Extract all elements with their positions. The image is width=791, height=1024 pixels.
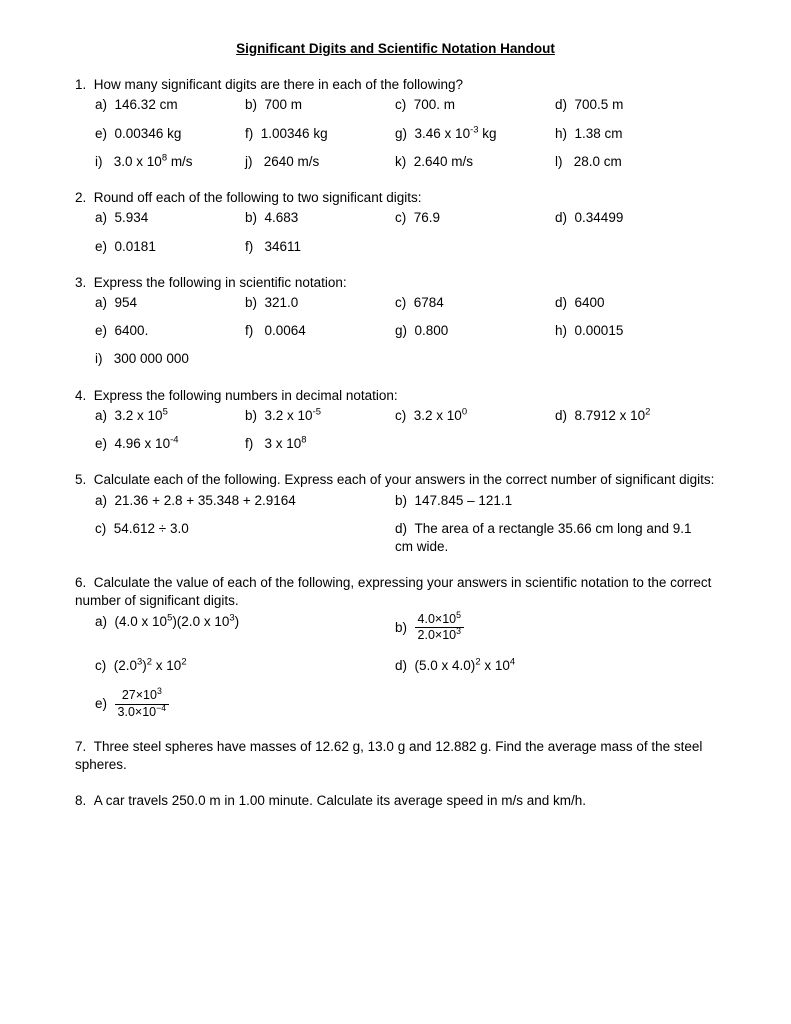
q6-c: c) (2.03)2 x 102 [95, 657, 395, 675]
q1-b: b) 700 m [245, 96, 395, 114]
q2-d: d) 0.34499 [555, 209, 685, 227]
q5-b: b) 147.845 – 121.1 [395, 492, 695, 510]
q2-b: b) 4.683 [245, 209, 395, 227]
question-5: 5. Calculate each of the following. Expr… [75, 471, 716, 556]
q1-f: f) 1.00346 kg [245, 125, 395, 143]
q4-f: f) 3 x 108 [245, 435, 395, 453]
question-1: 1. How many significant digits are there… [75, 76, 716, 171]
question-3: 3. Express the following in scientific n… [75, 274, 716, 369]
q4-d: d) 8.7912 x 102 [555, 407, 685, 425]
q1-k: k) 2.640 m/s [395, 153, 555, 171]
q2-a: a) 5.934 [95, 209, 245, 227]
q4-c: c) 3.2 x 100 [395, 407, 555, 425]
q2-c: c) 76.9 [395, 209, 555, 227]
page-title: Significant Digits and Scientific Notati… [75, 40, 716, 58]
q4-stem: 4. Express the following numbers in deci… [75, 387, 716, 405]
question-6: 6. Calculate the value of each of the fo… [75, 574, 716, 720]
q1-e: e) 0.00346 kg [95, 125, 245, 143]
q1-a: a) 146.32 cm [95, 96, 245, 114]
q3-e: e) 6400. [95, 322, 245, 340]
q8-text: A car travels 250.0 m in 1.00 minute. Ca… [94, 793, 586, 808]
q1-stem: 1. How many significant digits are there… [75, 76, 716, 94]
q3-c: c) 6784 [395, 294, 555, 312]
q2-e: e) 0.0181 [95, 238, 245, 256]
q5-stem: 5. Calculate each of the following. Expr… [75, 471, 716, 489]
q1-stem-text: How many significant digits are there in… [94, 77, 463, 92]
q1-d: d) 700.5 m [555, 96, 685, 114]
q7-text: Three steel spheres have masses of 12.62… [75, 739, 702, 772]
q1-g: g) 3.46 x 10-3 kg [395, 125, 555, 143]
q3-g: g) 0.800 [395, 322, 555, 340]
q1-i: i) 3.0 x 108 m/s [95, 153, 245, 171]
q1-l: l) 28.0 cm [555, 153, 685, 171]
q4-e: e) 4.96 x 10-4 [95, 435, 245, 453]
question-7: 7. Three steel spheres have masses of 12… [75, 738, 716, 774]
q5-a: a) 21.36 + 2.8 + 35.348 + 2.9164 [95, 492, 395, 510]
q6-e: e) 27×1033.0×10−4 [95, 689, 395, 720]
q1-c: c) 700. m [395, 96, 555, 114]
q1-j: j) 2640 m/s [245, 153, 395, 171]
question-8: 8. A car travels 250.0 m in 1.00 minute.… [75, 792, 716, 810]
q5-d: d) The area of a rectangle 35.66 cm long… [395, 520, 695, 556]
q3-i: i) 300 000 000 [95, 350, 245, 368]
q3-a: a) 954 [95, 294, 245, 312]
q4-a: a) 3.2 x 105 [95, 407, 245, 425]
q3-h: h) 0.00015 [555, 322, 685, 340]
q6-stem: 6. Calculate the value of each of the fo… [75, 574, 716, 610]
q2-stem: 2. Round off each of the following to tw… [75, 189, 716, 207]
q6-d: d) (5.0 x 4.0)2 x 104 [395, 657, 695, 675]
q3-b: b) 321.0 [245, 294, 395, 312]
q1-h: h) 1.38 cm [555, 125, 685, 143]
q6-b: b) 4.0×1052.0×103 [395, 613, 695, 644]
q2-f: f) 34611 [245, 238, 395, 256]
question-2: 2. Round off each of the following to tw… [75, 189, 716, 256]
q3-stem: 3. Express the following in scientific n… [75, 274, 716, 292]
q3-f: f) 0.0064 [245, 322, 395, 340]
question-4: 4. Express the following numbers in deci… [75, 387, 716, 454]
q3-d: d) 6400 [555, 294, 685, 312]
q4-b: b) 3.2 x 10-5 [245, 407, 395, 425]
q6-a: a) (4.0 x 105)(2.0 x 103) [95, 613, 395, 644]
q5-c: c) 54.612 ÷ 3.0 [95, 520, 395, 556]
